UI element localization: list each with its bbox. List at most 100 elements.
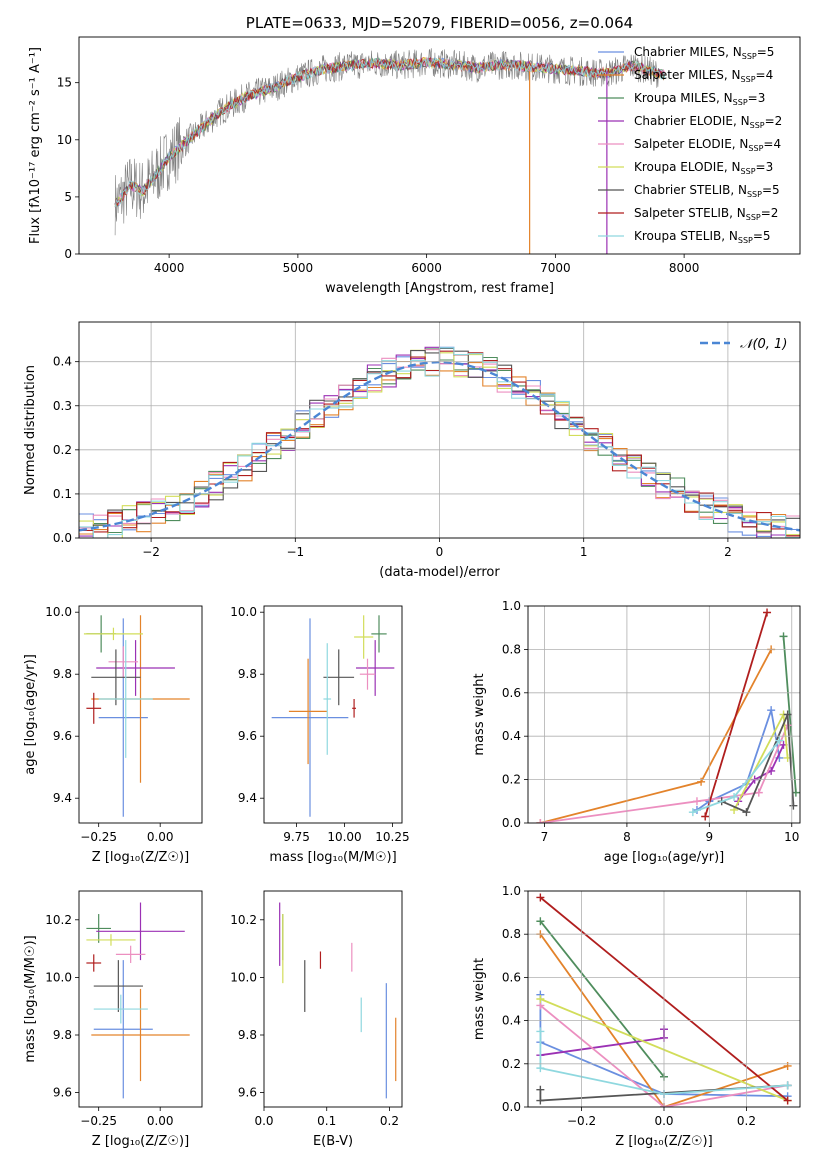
x-tick-label: 9	[706, 830, 714, 844]
x-tick-label: 10.25	[375, 830, 409, 844]
weight-marker	[783, 710, 792, 719]
legend-entry: Kroupa MILES, NSSP=3	[634, 91, 765, 107]
panel-age_vs_z: −0.25 0.00 9.4 9.6 9.8 10.0 Z [log₁₀(Z/Z☉)] age…	[23, 605, 203, 865]
weight-marker	[536, 1096, 545, 1105]
x-tick-label: 10.00	[327, 830, 361, 844]
y-axis-label: age [log₁₀(age/yr)]	[23, 654, 38, 775]
y-tick-label: 0	[64, 247, 72, 261]
legend-subscript: SSP	[738, 236, 753, 245]
y-tick-label: 9.4	[238, 791, 257, 805]
weight-marker	[536, 1027, 545, 1036]
plot-area	[279, 902, 397, 1099]
x-tick-label: 10	[784, 830, 799, 844]
axes-frame	[78, 890, 203, 1108]
model-spectrum-8	[114, 56, 666, 206]
x-tick-label: −0.2	[567, 1114, 596, 1128]
plot-area	[83, 615, 190, 817]
weight-marker	[536, 893, 545, 902]
legend-value: =5	[757, 45, 775, 59]
axes-frame	[527, 890, 801, 1108]
y-tick-label: 0.4	[53, 355, 72, 369]
y-tick-label: 0.4	[502, 1014, 521, 1028]
chart-title: PLATE=0633, MJD=52079, FIBERID=0056, z=0…	[246, 14, 633, 32]
x-tick-label: 0.0	[654, 1114, 673, 1128]
x-tick-label: 0.2	[380, 1114, 399, 1128]
panel-residuals: −2 −1 0 1 2 0.0 0.1 0.2 0.3 0.4 (data-model)/error…	[23, 321, 801, 580]
x-axis-label: wavelength [Angstrom, rest frame]	[325, 281, 554, 296]
axes-frame	[78, 36, 801, 255]
x-tick-label: 0.00	[147, 830, 174, 844]
y-tick-label: 0.3	[53, 399, 72, 413]
weight-marker	[763, 608, 772, 617]
y-tick-label: 0.8	[502, 642, 521, 656]
weight-marker	[688, 808, 697, 817]
y-tick-label: 1.0	[502, 884, 521, 898]
x-tick-label: 8	[623, 830, 631, 844]
x-axis-label: mass [log₁₀(M/M☉)]	[269, 850, 396, 865]
legend-entry: Chabrier STELIB, NSSP=5	[634, 183, 780, 199]
weight-marker	[697, 777, 706, 786]
plot-area	[114, 48, 666, 254]
legend-text: Salpeter ELODIE, N	[634, 137, 748, 151]
plot-area	[536, 608, 800, 823]
y-tick-label: 10.0	[45, 605, 72, 619]
legend-text: Salpeter STELIB, N	[634, 206, 746, 220]
panel-weight_vs_z: −0.2 0.0 0.2 0.0 0.2 0.4 0.6 0.8 1.0 Z [log₁₀(Z/Z…	[472, 884, 801, 1149]
x-tick-label: 7	[541, 830, 549, 844]
y-tick-label: 0.2	[502, 1057, 521, 1071]
weight-marker	[536, 819, 545, 823]
panel-age_vs_mass: 9.75 10.00 10.25 9.4 9.6 9.8 10.0 mass [log₁₀(M…	[230, 605, 409, 865]
weight-marker	[783, 1061, 792, 1070]
y-tick-label: 10.2	[230, 913, 257, 927]
y-tick-label: 10.0	[45, 970, 72, 984]
y-tick-label: 9.8	[238, 1028, 257, 1042]
x-axis-label: (data-model)/error	[379, 565, 500, 580]
axes-frame	[78, 321, 801, 539]
y-tick-label: 9.6	[238, 1086, 257, 1100]
x-axis-label: E(B-V)	[313, 1134, 353, 1149]
legend-entry: Salpeter MILES, NSSP=4	[634, 68, 773, 84]
y-tick-label: 0.6	[502, 970, 521, 984]
weight-series-5	[540, 725, 789, 823]
y-tick-label: 10	[57, 133, 72, 147]
y-tick-label: 10.0	[230, 970, 257, 984]
legend-text: Kroupa ELODIE, N	[634, 160, 741, 174]
y-tick-label: 0.2	[502, 773, 521, 787]
y-axis-label: mass [log₁₀(M/M☉)]	[23, 935, 38, 1062]
weight-marker	[783, 1096, 792, 1105]
weight-marker	[767, 706, 776, 715]
legend-subscript: SSP	[746, 213, 761, 222]
y-tick-label: 0.4	[502, 729, 521, 743]
x-tick-label: 0.0	[254, 1114, 273, 1128]
weight-marker	[754, 788, 763, 797]
y-tick-label: 5	[64, 190, 72, 204]
panel-weight_vs_age: 7 8 9 10 0.0 0.2 0.4 0.6 0.8 1.0 age [log₁₀(age/yr…	[472, 599, 801, 865]
legend-entry: Salpeter STELIB, NSSP=2	[634, 206, 778, 222]
axes-frame	[263, 890, 403, 1108]
weight-series-7	[721, 714, 795, 814]
weight-series-4	[737, 744, 785, 802]
x-tick-label: 5000	[283, 261, 314, 275]
legend-entry: Kroupa STELIB, NSSP=5	[634, 229, 771, 245]
legend-entry: Kroupa ELODIE, NSSP=3	[634, 160, 773, 176]
model-spectrum-9	[114, 57, 666, 208]
y-tick-label: 0.8	[502, 927, 521, 941]
observed-spectrum	[114, 48, 659, 236]
weight-marker	[775, 736, 784, 745]
y-tick-label: 9.6	[238, 729, 257, 743]
axes-frame	[78, 605, 203, 824]
legend-text: Chabrier STELIB, N	[634, 183, 747, 197]
legend-text: Kroupa STELIB, N	[634, 229, 738, 243]
legend-entry: 𝒩(0, 1)	[740, 337, 787, 352]
x-tick-label: −0.25	[80, 830, 117, 844]
y-axis-label: Flux [fλ10⁻¹⁷ erg cm⁻² s⁻¹ A⁻¹]	[28, 47, 43, 244]
y-tick-label: 9.6	[53, 1086, 72, 1100]
weight-marker	[536, 917, 545, 926]
legend-text: Kroupa MILES, N	[634, 91, 733, 105]
x-tick-label: 7000	[540, 261, 571, 275]
y-tick-label: 9.6	[53, 729, 72, 743]
legend-subscript: SSP	[748, 144, 763, 153]
weight-marker	[692, 797, 701, 806]
legend-value: =5	[753, 229, 771, 243]
